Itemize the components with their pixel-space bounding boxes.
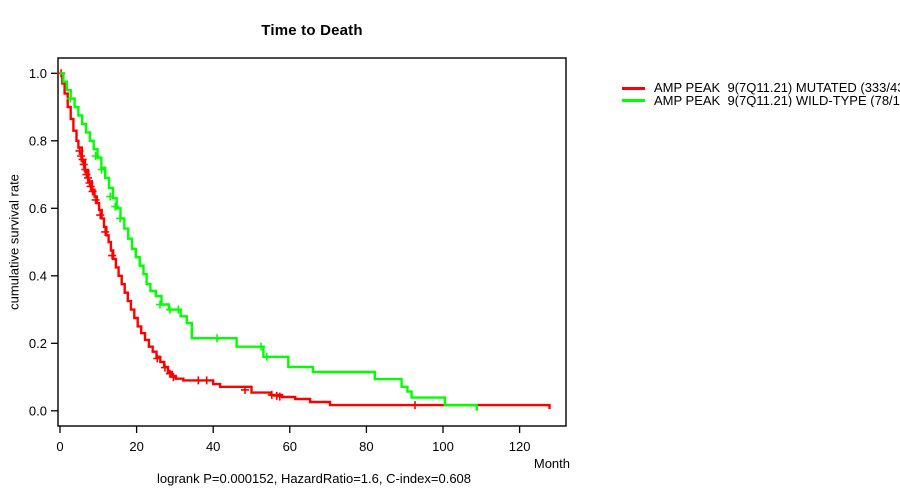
km-curve-wildtype bbox=[60, 72, 478, 411]
censor-marks-wildtype bbox=[66, 94, 271, 361]
y-tick-label: 0.2 bbox=[29, 336, 47, 351]
legend-row-wildtype: AMP PEAK 9(7Q11.21) WILD-TYPE (78/105) bbox=[622, 92, 900, 108]
x-tick-label: 20 bbox=[129, 439, 143, 454]
legend-row-mutated: AMP PEAK 9(7Q11.21) MUTATED (333/439) bbox=[622, 82, 900, 95]
legend-label-wildtype: AMP PEAK 9(7Q11.21) WILD-TYPE (78/105) bbox=[654, 92, 900, 107]
stats-footer: logrank P=0.000152, HazardRatio=1.6, C-i… bbox=[156, 471, 472, 486]
chart-title: Time to Death bbox=[261, 22, 363, 39]
y-tick-label: 0.0 bbox=[29, 403, 47, 418]
y-tick-label: 0.6 bbox=[29, 201, 47, 216]
legend-line-mutated bbox=[622, 86, 645, 90]
x-tick-label: 40 bbox=[206, 439, 220, 454]
x-tick-label: 120 bbox=[509, 439, 531, 454]
x-tick-label: 0 bbox=[56, 439, 63, 454]
x-tick-label: 100 bbox=[432, 439, 454, 454]
x-axis-unit-label: Month bbox=[533, 456, 570, 471]
censor-marks-mutated bbox=[57, 69, 419, 410]
km-curve-mutated bbox=[60, 72, 551, 410]
x-tick-label: 60 bbox=[283, 439, 297, 454]
plot-box bbox=[57, 57, 567, 427]
legend: AMP PEAK 9(7Q11.21) MUTATED (333/439) AM… bbox=[622, 82, 900, 107]
legend-label-mutated: AMP PEAK 9(7Q11.21) MUTATED (333/439) bbox=[654, 82, 900, 95]
x-tick-label: 80 bbox=[359, 439, 373, 454]
y-tick-label: 0.4 bbox=[29, 268, 47, 283]
y-tick-label: 1.0 bbox=[29, 66, 47, 81]
y-tick-label: 0.8 bbox=[29, 133, 47, 148]
legend-line-wildtype bbox=[622, 99, 645, 103]
